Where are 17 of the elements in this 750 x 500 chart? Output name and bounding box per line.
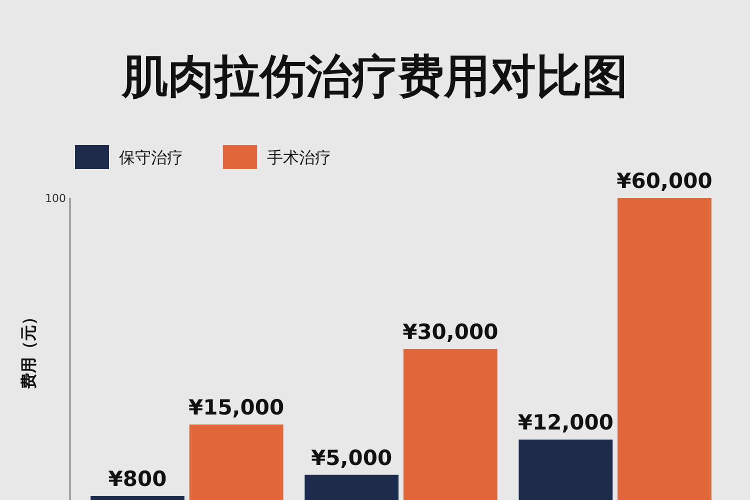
data-label: ¥15,000 bbox=[188, 396, 284, 420]
data-label: ¥30,000 bbox=[402, 320, 498, 344]
data-label: ¥60,000 bbox=[616, 169, 712, 193]
bar bbox=[189, 424, 284, 500]
text: 100 bbox=[45, 192, 66, 205]
bar bbox=[618, 198, 712, 500]
bar bbox=[518, 440, 613, 500]
bar bbox=[403, 349, 498, 500]
data-label: ¥5,000 bbox=[311, 446, 392, 470]
data-label: ¥12,000 bbox=[518, 410, 614, 435]
bar bbox=[90, 496, 184, 500]
y-axis-title: 费用（元） bbox=[19, 309, 38, 390]
bar bbox=[304, 474, 399, 500]
data-label: ¥800 bbox=[108, 466, 167, 491]
legend-label: 保守治疗 bbox=[119, 148, 183, 167]
chart-title: 肌肉拉伤治疗费用对比图 bbox=[121, 49, 628, 103]
legend-label: 手术治疗 bbox=[267, 148, 331, 167]
